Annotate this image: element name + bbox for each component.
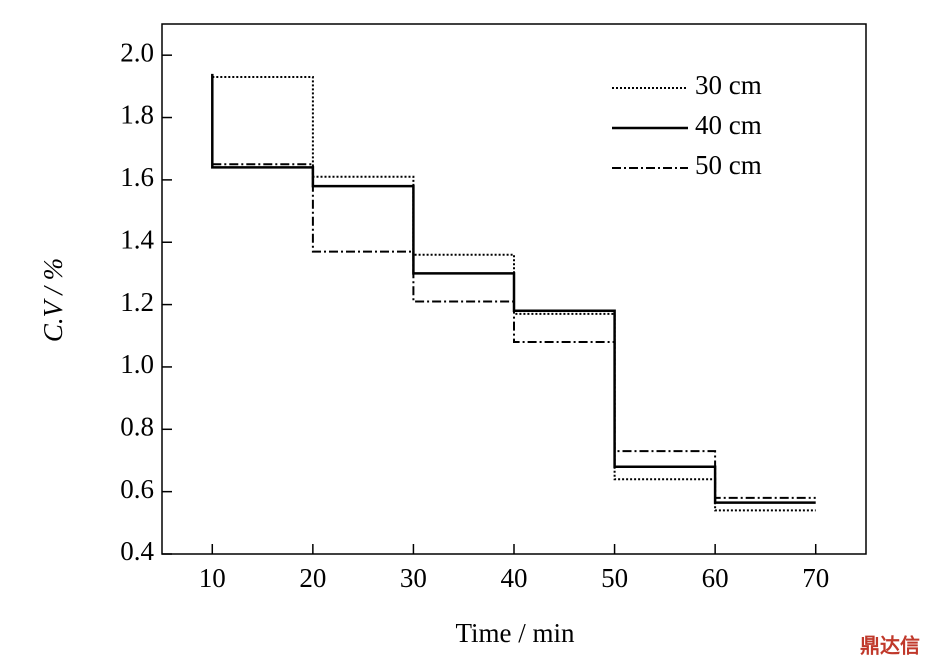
legend-label: 30 cm	[695, 70, 762, 100]
x-axis-label: Time / min	[455, 618, 575, 648]
y-tick-label: 0.8	[120, 411, 154, 441]
x-tick-label: 20	[299, 563, 326, 593]
legend-label: 50 cm	[695, 150, 762, 180]
y-axis-label: C.V / %	[38, 258, 68, 342]
x-tick-label: 30	[400, 563, 427, 593]
x-tick-label: 10	[199, 563, 226, 593]
y-tick-label: 0.4	[120, 536, 154, 566]
y-tick-label: 1.6	[120, 162, 154, 192]
y-tick-label: 0.6	[120, 474, 154, 504]
y-tick-label: 1.0	[120, 349, 154, 379]
x-tick-label: 50	[601, 563, 628, 593]
y-tick-label: 1.2	[120, 287, 154, 317]
x-tick-label: 40	[501, 563, 528, 593]
y-tick-label: 1.8	[120, 100, 154, 130]
x-tick-label: 70	[802, 563, 829, 593]
legend-label: 40 cm	[695, 110, 762, 140]
watermark: 鼎达信	[860, 634, 920, 658]
series-line	[212, 163, 816, 499]
x-tick-label: 60	[702, 563, 729, 593]
y-tick-label: 2.0	[120, 37, 154, 67]
y-tick-label: 1.4	[120, 224, 154, 254]
